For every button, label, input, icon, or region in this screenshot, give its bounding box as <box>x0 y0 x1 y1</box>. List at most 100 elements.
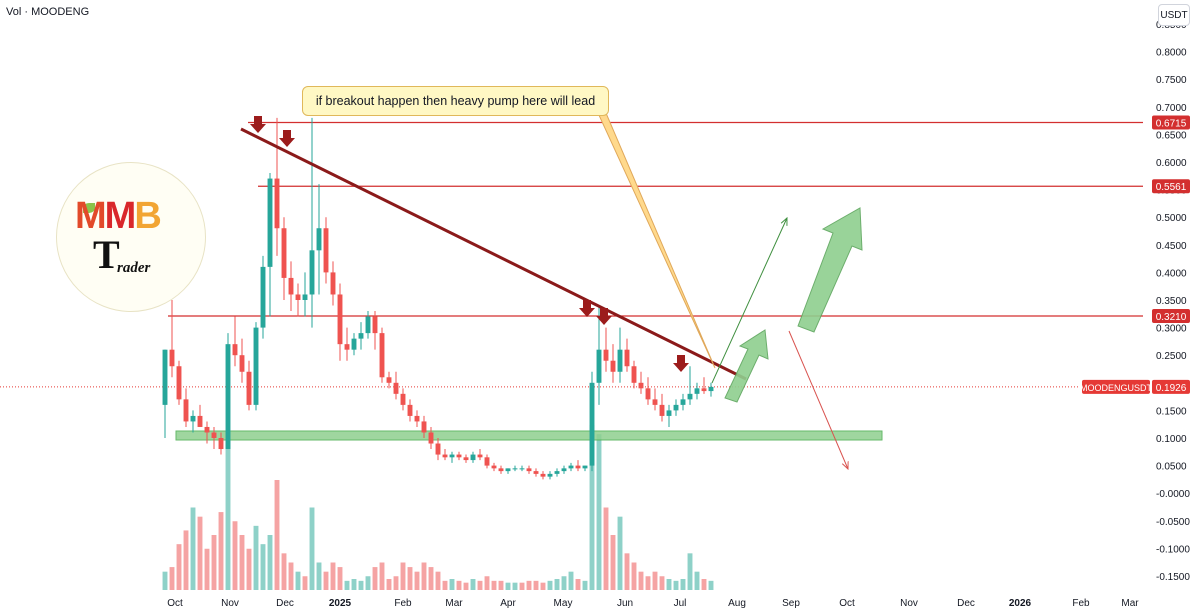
time-tick-label: 2025 <box>329 598 352 609</box>
volume-bar <box>561 576 567 590</box>
volume-bar <box>204 548 210 590</box>
volume-bar <box>617 516 623 590</box>
volume-bar <box>190 507 196 590</box>
time-tick-label: Oct <box>839 598 855 609</box>
breakout-callout[interactable]: if breakout happen then heavy pump here … <box>302 86 609 116</box>
volume-bar <box>456 580 462 590</box>
volume-bar <box>512 582 518 590</box>
volume-bar <box>540 582 546 590</box>
support-zone[interactable] <box>175 430 883 441</box>
horizontal-levels <box>168 121 1143 317</box>
volume-bar <box>239 535 245 590</box>
volume-bar <box>547 580 553 590</box>
candle-body <box>505 468 511 472</box>
volume-bar <box>183 530 189 590</box>
candle-body <box>680 399 686 405</box>
volume-bar <box>596 434 602 590</box>
volume-bar <box>477 580 483 590</box>
ticker-label-bg <box>1082 379 1150 394</box>
candle-body <box>659 404 665 416</box>
price-tick-label: 0.6500 <box>1156 130 1187 141</box>
candle-body <box>561 468 567 472</box>
price-tick-label: 0.3500 <box>1156 296 1187 307</box>
volume-bar <box>484 576 490 590</box>
candle-body <box>330 272 336 295</box>
volume-bar <box>554 579 560 590</box>
candle-body <box>449 454 455 458</box>
candle-body <box>414 415 420 422</box>
logo-t: T <box>93 232 120 277</box>
callout-text: if breakout happen then heavy pump here … <box>315 94 596 108</box>
volume-bar <box>267 535 273 590</box>
candle-body <box>554 471 560 474</box>
volume-bar <box>218 512 224 590</box>
volume-bar <box>246 548 252 590</box>
candle-body <box>512 468 518 470</box>
level-label: 0.6715 <box>1156 119 1187 130</box>
volume-bar <box>351 579 357 590</box>
volume-bar <box>197 516 203 590</box>
candle-body <box>617 349 623 372</box>
volume-bar <box>652 571 658 590</box>
candle-body <box>274 178 280 229</box>
candle-body <box>631 366 637 383</box>
volume-bar <box>323 571 329 590</box>
candle-body <box>351 338 357 350</box>
time-tick-label: Mar <box>445 598 463 609</box>
candle-body <box>365 316 371 334</box>
volume-bar <box>505 582 511 590</box>
sell-marker-icon <box>673 355 689 372</box>
volume-bar <box>631 562 637 590</box>
volume-bar <box>309 507 315 590</box>
projection-arrow-red <box>788 330 848 469</box>
time-tick-label: Apr <box>500 598 516 609</box>
candle-body <box>603 349 609 361</box>
candle-body <box>519 468 525 470</box>
volume-bar <box>386 579 392 590</box>
price-tick-label: 0.2500 <box>1156 351 1187 362</box>
projection-arrow-big-green <box>724 329 769 403</box>
volume-bar <box>253 525 259 590</box>
candle-body <box>190 415 196 422</box>
level-label-bg <box>1152 309 1190 324</box>
volume-bar <box>575 579 581 590</box>
time-tick-label: Jun <box>617 598 633 609</box>
volume-bar <box>694 571 700 590</box>
logo-suffix: rader <box>117 260 151 276</box>
candle-body <box>708 386 714 392</box>
sell-marker-icon <box>579 300 595 317</box>
volume-bar <box>400 562 406 590</box>
volume-bar <box>337 567 343 590</box>
candle-body <box>435 443 441 455</box>
sell-markers <box>250 116 689 372</box>
sell-marker-icon <box>250 116 266 133</box>
currency-button[interactable]: USDT <box>1158 4 1190 26</box>
volume-bar <box>701 579 707 590</box>
volume-bar <box>358 580 364 590</box>
candle-body <box>477 454 483 458</box>
candle-body <box>470 454 476 461</box>
volume-bar <box>463 582 469 590</box>
time-axis: Oct Nov Dec 2025 Feb Mar Apr May Jun Jul Aug Sep Oct… <box>167 598 1139 609</box>
volume-bar <box>330 562 336 590</box>
candle-body <box>344 344 350 350</box>
candle-body <box>288 277 294 295</box>
volume-bar <box>680 579 686 590</box>
volume-bar <box>316 562 322 590</box>
volume-bar <box>638 571 644 590</box>
volume-bar <box>414 571 420 590</box>
current-price-label-bg <box>1152 379 1190 394</box>
candle-body <box>253 327 259 405</box>
price-tick-label: 0.5000 <box>1156 213 1187 224</box>
candle-body <box>260 266 266 328</box>
level-label-bg <box>1152 179 1190 194</box>
candle-body <box>547 473 553 477</box>
candle-body <box>281 228 287 278</box>
trendline[interactable] <box>240 127 747 381</box>
volume-bar <box>169 567 175 590</box>
candle-body <box>673 404 679 411</box>
time-tick-label: Oct <box>167 598 183 609</box>
candle-body <box>666 410 672 416</box>
volume-bar <box>260 544 266 590</box>
candle-body <box>610 360 616 372</box>
